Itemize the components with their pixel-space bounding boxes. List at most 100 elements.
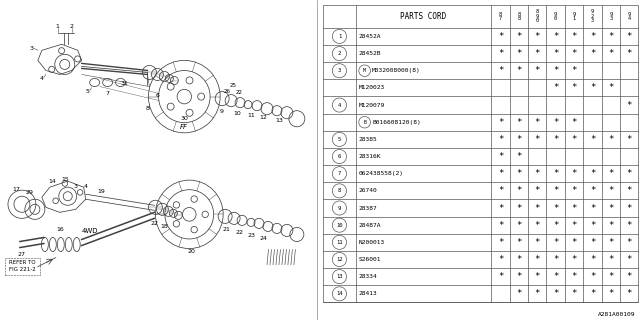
Text: 24: 24 — [259, 236, 267, 241]
Text: *: * — [534, 272, 540, 281]
Text: *: * — [608, 238, 614, 247]
Text: *: * — [553, 49, 558, 58]
Text: *: * — [553, 255, 558, 264]
Text: *: * — [589, 238, 595, 247]
Text: 21: 21 — [222, 227, 230, 232]
Text: 11: 11 — [247, 113, 255, 118]
Text: 9: 9 — [338, 205, 341, 211]
Text: *: * — [534, 32, 540, 41]
Text: 9: 9 — [219, 109, 223, 114]
Text: *: * — [534, 49, 540, 58]
Text: *: * — [516, 66, 522, 75]
Text: *: * — [627, 100, 632, 109]
Text: *: * — [516, 118, 522, 127]
Text: PARTS CORD: PARTS CORD — [401, 12, 447, 21]
Text: *: * — [534, 118, 540, 127]
Text: *: * — [572, 135, 577, 144]
Text: *: * — [589, 272, 595, 281]
Text: 3: 3 — [30, 46, 34, 51]
Text: 22: 22 — [150, 221, 159, 226]
Text: 8: 8 — [338, 188, 341, 193]
Text: 8
7: 8 7 — [499, 12, 502, 21]
Text: *: * — [516, 221, 522, 230]
Text: *: * — [498, 186, 503, 195]
Text: *: * — [553, 169, 558, 178]
Text: M: M — [363, 68, 366, 73]
Text: 5: 5 — [86, 89, 90, 94]
Text: FIG 221-2: FIG 221-2 — [8, 267, 35, 272]
Text: 28452A: 28452A — [359, 34, 381, 39]
Text: *: * — [572, 204, 577, 212]
Text: 26: 26 — [223, 89, 230, 94]
Text: 12: 12 — [336, 257, 342, 262]
Text: *: * — [534, 238, 540, 247]
Text: *: * — [498, 255, 503, 264]
Text: *: * — [589, 32, 595, 41]
Text: 15: 15 — [61, 177, 68, 182]
Text: *: * — [589, 204, 595, 212]
Text: 28385: 28385 — [359, 137, 378, 142]
Text: *: * — [553, 135, 558, 144]
Text: 29: 29 — [26, 190, 34, 195]
Text: *: * — [572, 169, 577, 178]
Text: *: * — [498, 169, 503, 178]
Text: B: B — [363, 120, 366, 125]
Text: *: * — [516, 204, 522, 212]
Text: *: * — [516, 238, 522, 247]
Text: *: * — [627, 135, 632, 144]
Text: 4: 4 — [84, 184, 88, 189]
Text: 8: 8 — [145, 106, 149, 111]
Text: 30: 30 — [180, 116, 188, 121]
Text: 10: 10 — [336, 223, 342, 228]
Text: *: * — [534, 221, 540, 230]
Text: *: * — [498, 152, 503, 161]
Text: *: * — [572, 49, 577, 58]
Text: *: * — [608, 186, 614, 195]
Text: *: * — [627, 272, 632, 281]
Text: *: * — [534, 289, 540, 298]
Text: 17: 17 — [12, 187, 20, 192]
Text: *: * — [589, 289, 595, 298]
Text: *: * — [627, 289, 632, 298]
Text: *: * — [534, 66, 540, 75]
Text: *: * — [608, 169, 614, 178]
Text: *: * — [498, 135, 503, 144]
Text: 4: 4 — [338, 102, 341, 108]
Text: *: * — [627, 49, 632, 58]
Text: *: * — [589, 84, 595, 92]
Text: *: * — [627, 186, 632, 195]
Text: 5: 5 — [338, 137, 341, 142]
Text: *: * — [553, 204, 558, 212]
Text: *: * — [498, 66, 503, 75]
Text: 10: 10 — [233, 111, 241, 116]
Text: *: * — [627, 169, 632, 178]
Text: *: * — [516, 272, 522, 281]
Text: *: * — [534, 204, 540, 212]
Text: 2: 2 — [70, 24, 74, 29]
Text: *: * — [516, 289, 522, 298]
Text: *: * — [608, 49, 614, 58]
Text: *: * — [534, 186, 540, 195]
Text: 4WD: 4WD — [81, 228, 98, 235]
Text: *: * — [589, 255, 595, 264]
Text: *: * — [553, 118, 558, 127]
Text: *: * — [608, 221, 614, 230]
Text: *: * — [553, 32, 558, 41]
Text: *: * — [627, 238, 632, 247]
Text: *: * — [553, 66, 558, 75]
Text: *: * — [627, 204, 632, 212]
Text: 4: 4 — [40, 76, 44, 81]
Text: *: * — [516, 152, 522, 161]
Text: *: * — [553, 289, 558, 298]
Text: *: * — [516, 255, 522, 264]
Text: *: * — [608, 135, 614, 144]
Text: 28487A: 28487A — [359, 223, 381, 228]
Text: *: * — [498, 49, 503, 58]
Text: *: * — [572, 118, 577, 127]
Text: *: * — [516, 135, 522, 144]
Text: *: * — [534, 135, 540, 144]
Text: *: * — [516, 49, 522, 58]
Text: A281A00109: A281A00109 — [598, 312, 635, 317]
Text: 13: 13 — [336, 274, 342, 279]
Text: 11: 11 — [336, 240, 342, 245]
